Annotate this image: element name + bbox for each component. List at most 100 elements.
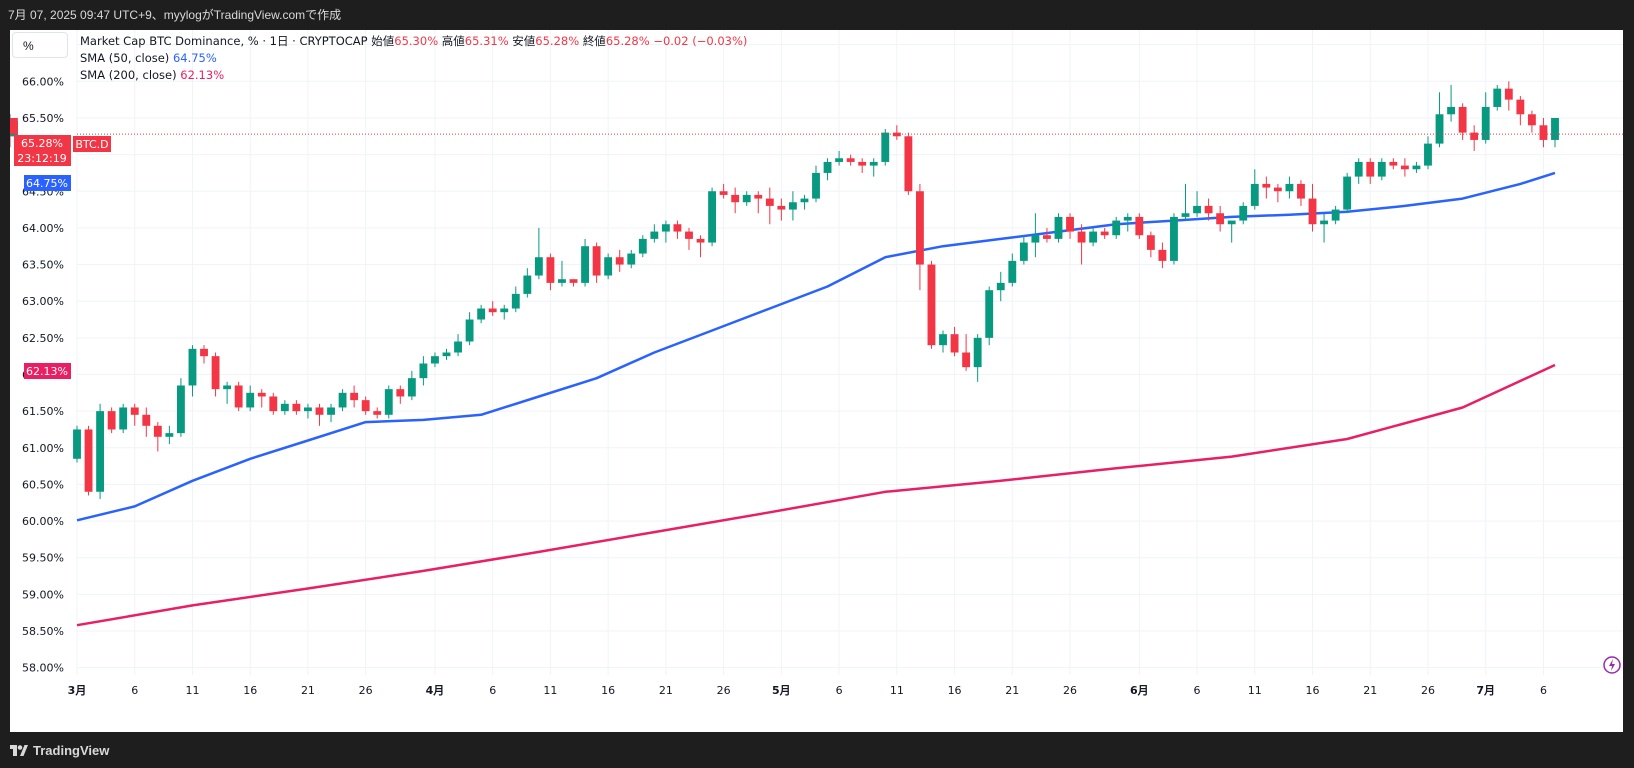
candle-body	[1077, 231, 1086, 243]
candle-body	[800, 198, 809, 203]
candle-body	[304, 407, 312, 412]
candle-body	[1504, 88, 1513, 100]
symbol-label: BTC.D	[75, 138, 108, 151]
scale-percent-button[interactable]: %	[12, 32, 68, 58]
candle-body	[327, 407, 335, 415]
candle-body	[604, 257, 613, 276]
x-axis[interactable]: 3月 6 11 16 21 26 4月 6 11 16 21 26 5月 6 11 16 21 26 6月 6 11 16…	[68, 684, 1547, 697]
candle-body	[1019, 242, 1028, 261]
x-tick-label: 16	[243, 684, 257, 697]
x-tick-label: 7月	[1476, 684, 1495, 697]
candle-body	[1297, 183, 1305, 199]
legend-sma200-value: 62.13%	[180, 68, 225, 82]
y-axis[interactable]: 58.00% 58.50% 59.00% 59.50% 60.00% 60.50% 61.0…	[22, 39, 64, 675]
candle-body	[1158, 249, 1167, 261]
y-tick-label: 59.00%	[22, 588, 64, 601]
candle-body	[627, 253, 636, 265]
price-chart[interactable]: 58.00% 58.50% 59.00% 59.50% 60.00% 60.50% 61.0…	[10, 30, 1623, 732]
candle-body	[581, 246, 589, 283]
candle-body	[84, 429, 93, 492]
candle-body	[685, 231, 693, 239]
x-tick-label: 6	[131, 684, 138, 697]
candle-body	[1400, 165, 1409, 170]
candle-body	[950, 334, 959, 353]
chart-frame[interactable]: 58.00% 58.50% 59.00% 59.50% 60.00% 60.50% 61.0…	[10, 30, 1623, 732]
candle-body	[650, 231, 659, 239]
x-tick-label: 6月	[1130, 684, 1149, 697]
tradingview-logo-icon	[10, 744, 28, 756]
candle-body	[257, 392, 266, 397]
legend-change-value: −0.02 (−0.03%)	[653, 34, 748, 48]
candle-body	[1493, 88, 1502, 107]
candle-body	[1170, 216, 1178, 261]
alert-icon[interactable]	[1603, 656, 1621, 674]
candle-body	[985, 290, 994, 338]
candle-body	[234, 385, 243, 408]
x-tick-label: 6	[836, 684, 843, 697]
candle-body	[292, 403, 301, 412]
candle-body	[10, 117, 18, 122]
candle-body	[846, 158, 855, 162]
candle-body	[1146, 235, 1155, 250]
candle-body	[1435, 114, 1444, 144]
candle-body	[1343, 176, 1352, 210]
candle-body	[558, 279, 566, 283]
grid	[76, 30, 1623, 675]
x-tick-label: 16	[948, 684, 962, 697]
x-tick-label: 21	[1363, 684, 1377, 697]
countdown-badge	[14, 151, 71, 166]
x-tick-label: 16	[601, 684, 615, 697]
candle-body	[996, 282, 1005, 291]
legend-open-label: 始値	[371, 34, 395, 48]
sma50-series	[76, 171, 1556, 522]
candle-body	[777, 205, 786, 210]
candle-body	[396, 389, 405, 397]
candle-body	[1424, 143, 1432, 166]
legend-low-value: 65.28%	[535, 34, 580, 48]
candle-body	[592, 246, 601, 276]
candle-body	[211, 356, 220, 390]
x-tick-label: 6	[1194, 684, 1201, 697]
candle-body	[881, 132, 890, 162]
candle-body	[1043, 235, 1051, 239]
last-price-badge	[14, 135, 71, 151]
candle-body	[615, 257, 624, 265]
x-tick-label: 26	[1421, 684, 1435, 697]
legend-close-label: 終値	[582, 34, 606, 48]
legend-open-value: 65.30%	[394, 34, 439, 48]
candle-body	[119, 407, 128, 430]
candle-body	[269, 396, 278, 412]
tradingview-logo-text: TradingView	[33, 743, 110, 758]
candle-body	[1366, 161, 1375, 177]
x-tick-label: 26	[717, 684, 731, 697]
candle-body	[823, 161, 832, 173]
legend-high-value: 65.31%	[464, 34, 509, 48]
candle-body	[1527, 114, 1536, 126]
y-tick-label: 59.50%	[22, 552, 64, 565]
sma200-series	[76, 363, 1556, 627]
sma50-badge-label: 64.75%	[26, 177, 68, 190]
x-tick-label: 16	[1306, 684, 1320, 697]
candle-body	[1285, 183, 1294, 192]
candle-body	[200, 348, 208, 357]
last-price-label: 65.28%	[21, 137, 63, 150]
candle-body	[1320, 220, 1328, 225]
tradingview-logo[interactable]: TradingView	[10, 743, 109, 758]
candle-body	[696, 238, 705, 243]
candle-body	[350, 392, 359, 401]
legend-sma200-row[interactable]: SMA (200, close) 62.13%	[80, 67, 747, 84]
legend-main-row[interactable]: Market Cap BTC Dominance, % · 1日 · CRYPT…	[80, 33, 747, 50]
candle-body	[73, 429, 81, 459]
candle-body	[1112, 220, 1121, 236]
x-tick-label: 6	[489, 684, 496, 697]
candle-body	[384, 389, 393, 415]
countdown-label: 23:12:19	[17, 152, 66, 165]
y-tick-label: 63.00%	[22, 295, 64, 308]
candle-body	[1204, 205, 1213, 214]
candle-body	[1100, 231, 1109, 236]
legend-low-label: 安値	[512, 34, 536, 48]
candle-body	[246, 392, 255, 408]
legend-sma50-row[interactable]: SMA (50, close) 64.75%	[80, 50, 747, 67]
x-tick-label: 5月	[772, 684, 791, 697]
candle-body	[673, 224, 682, 232]
